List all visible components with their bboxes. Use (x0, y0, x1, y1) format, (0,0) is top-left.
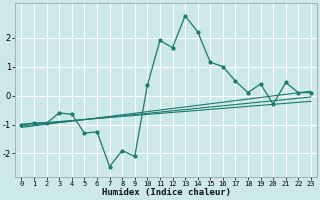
X-axis label: Humidex (Indice chaleur): Humidex (Indice chaleur) (102, 188, 231, 197)
